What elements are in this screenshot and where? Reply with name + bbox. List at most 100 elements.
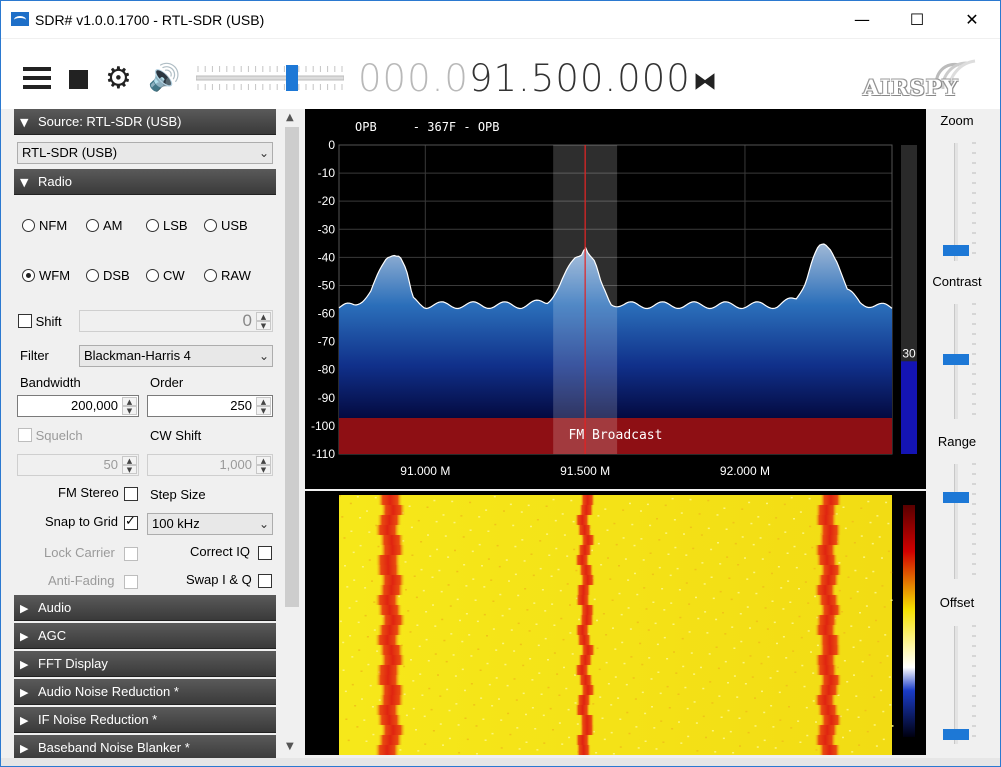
stop-icon[interactable]: [69, 70, 88, 89]
mode-radio-am[interactable]: AM: [86, 217, 123, 235]
gear-icon[interactable]: ⚙: [105, 61, 132, 96]
squelch-checkbox[interactable]: [18, 428, 32, 442]
waterfall-noise: [599, 696, 602, 698]
volume-slider-thumb[interactable]: [286, 65, 299, 91]
zoom-slider[interactable]: [954, 143, 958, 261]
waterfall-noise: [516, 727, 519, 729]
menu-icon[interactable]: [23, 67, 51, 89]
mode-radio-raw[interactable]: RAW: [204, 267, 251, 285]
radio-dot[interactable]: [86, 219, 99, 232]
anti-fading-checkbox[interactable]: [124, 575, 138, 589]
stepper-arrows[interactable]: ▲ ▼: [122, 397, 137, 415]
waterfall-noise: [445, 660, 448, 663]
radio-dot[interactable]: [204, 269, 217, 282]
close-button[interactable]: ✕: [965, 10, 979, 29]
waterfall-noise: [369, 684, 372, 687]
frequency-display[interactable]: 000.091.500.000: [358, 57, 691, 100]
waterfall-noise: [349, 635, 352, 637]
swap-icon[interactable]: ⧓: [693, 67, 717, 95]
waterfall-noise: [558, 694, 561, 696]
radio-dot[interactable]: [146, 219, 159, 232]
source-device-select[interactable]: RTL-SDR (USB) ⌄: [17, 142, 273, 164]
mode-radio-usb[interactable]: USB: [204, 217, 248, 235]
snap-to-grid-checkbox[interactable]: [124, 514, 138, 530]
chevron-down-icon: ⌄: [258, 517, 269, 531]
waterfall-noise: [715, 618, 718, 621]
section-header-audio[interactable]: ▶ Audio: [14, 595, 276, 621]
filter-select[interactable]: Blackman-Harris 4 ⌄: [79, 345, 273, 367]
frequency-leading-digits[interactable]: 000.0: [358, 57, 469, 100]
fm-stereo-checkbox[interactable]: [124, 487, 138, 501]
range-slider[interactable]: [954, 464, 958, 579]
radio-dot[interactable]: [22, 219, 35, 232]
swap-iq-checkbox[interactable]: [258, 574, 272, 588]
mode-radio-dsb[interactable]: DSB: [86, 267, 130, 285]
range-slider-thumb[interactable]: [943, 492, 969, 503]
waterfall-display[interactable]: [305, 491, 926, 755]
source-section-header[interactable]: ▼ Source: RTL-SDR (USB): [14, 109, 276, 135]
step-size-select[interactable]: 100 kHz ⌄: [147, 513, 273, 535]
scrollbar-thumb[interactable]: [285, 127, 299, 607]
waterfall-noise: [359, 544, 362, 547]
stepper-arrows[interactable]: ▲ ▼: [256, 397, 271, 415]
bandwidth-stepper[interactable]: 200,000 ▲ ▼: [17, 395, 139, 417]
waterfall-noise: [514, 545, 517, 548]
squelch-stepper[interactable]: 50 ▲ ▼: [17, 454, 139, 476]
minimize-button[interactable]: —: [854, 10, 870, 29]
control-panel-scrollbar[interactable]: ▲ ▼: [283, 109, 301, 758]
waterfall-noise: [684, 686, 687, 689]
cw-shift-stepper[interactable]: 1,000 ▲ ▼: [147, 454, 273, 476]
speaker-icon[interactable]: 🔊: [148, 63, 181, 93]
section-header-agc[interactable]: ▶ AGC: [14, 623, 276, 649]
waterfall-noise: [351, 683, 354, 686]
mode-radio-nfm[interactable]: NFM: [22, 217, 67, 235]
volume-slider[interactable]: [196, 63, 344, 93]
waterfall-signal: [575, 515, 590, 525]
radio-dot[interactable]: [204, 219, 217, 232]
radio-dot[interactable]: [22, 269, 35, 282]
radio-dot[interactable]: [86, 269, 99, 282]
waterfall-noise: [766, 502, 768, 505]
waterfall-noise: [787, 580, 790, 582]
correct-iq-checkbox[interactable]: [258, 546, 272, 560]
frequency-active-digits[interactable]: 91.500.000: [468, 57, 691, 100]
mode-radio-wfm[interactable]: WFM: [22, 267, 70, 285]
shift-stepper[interactable]: 0 ▲ ▼: [79, 310, 273, 332]
zoom-slider-thumb[interactable]: [943, 245, 969, 256]
lock-carrier-checkbox[interactable]: [124, 547, 138, 561]
waterfall-signal: [820, 715, 842, 725]
waterfall-noise: [544, 610, 547, 612]
shift-checkbox[interactable]: [18, 314, 32, 328]
stepper-arrows[interactable]: ▲ ▼: [256, 456, 271, 474]
waterfall-signal: [576, 745, 591, 755]
spectrum-analyzer[interactable]: FM Broadcast 0 -10 -20 -30 -40 -50 -60 -70 -80 -9…: [305, 109, 926, 489]
waterfall-noise: [754, 697, 756, 699]
scroll-up-icon[interactable]: ▲: [286, 112, 294, 123]
waterfall-noise: [562, 638, 565, 641]
waterfall-noise: [754, 725, 757, 727]
section-header-if-noise-reduction[interactable]: ▶ IF Noise Reduction *: [14, 707, 276, 733]
stepper-arrows[interactable]: ▲ ▼: [256, 312, 271, 330]
waterfall-noise: [842, 506, 845, 508]
section-header-audio-noise-reduction[interactable]: ▶ Audio Noise Reduction *: [14, 679, 276, 705]
mode-radio-cw[interactable]: CW: [146, 267, 185, 285]
radio-section-header[interactable]: ▼ Radio: [14, 169, 276, 195]
offset-slider-thumb[interactable]: [943, 729, 969, 740]
shift-checkbox-wrap[interactable]: Shift: [18, 314, 62, 329]
waterfall-signal: [816, 725, 839, 735]
stepper-arrows[interactable]: ▲ ▼: [122, 456, 137, 474]
waterfall-noise: [553, 624, 556, 626]
offset-slider[interactable]: [954, 626, 958, 744]
scroll-down-icon[interactable]: ▼: [286, 741, 294, 752]
order-stepper[interactable]: 250 ▲ ▼: [147, 395, 273, 417]
fm-stereo-label: FM Stereo: [58, 485, 119, 500]
radio-dot[interactable]: [146, 269, 159, 282]
contrast-slider-thumb[interactable]: [943, 354, 969, 365]
waterfall-noise: [368, 531, 371, 533]
waterfall-noise: [811, 546, 814, 549]
maximize-button[interactable]: ☐: [909, 10, 925, 29]
waterfall-signal: [580, 495, 595, 505]
section-header-fft-display[interactable]: ▶ FFT Display: [14, 651, 276, 677]
squelch-checkbox-wrap[interactable]: Squelch: [18, 428, 83, 443]
mode-radio-lsb[interactable]: LSB: [146, 217, 188, 235]
